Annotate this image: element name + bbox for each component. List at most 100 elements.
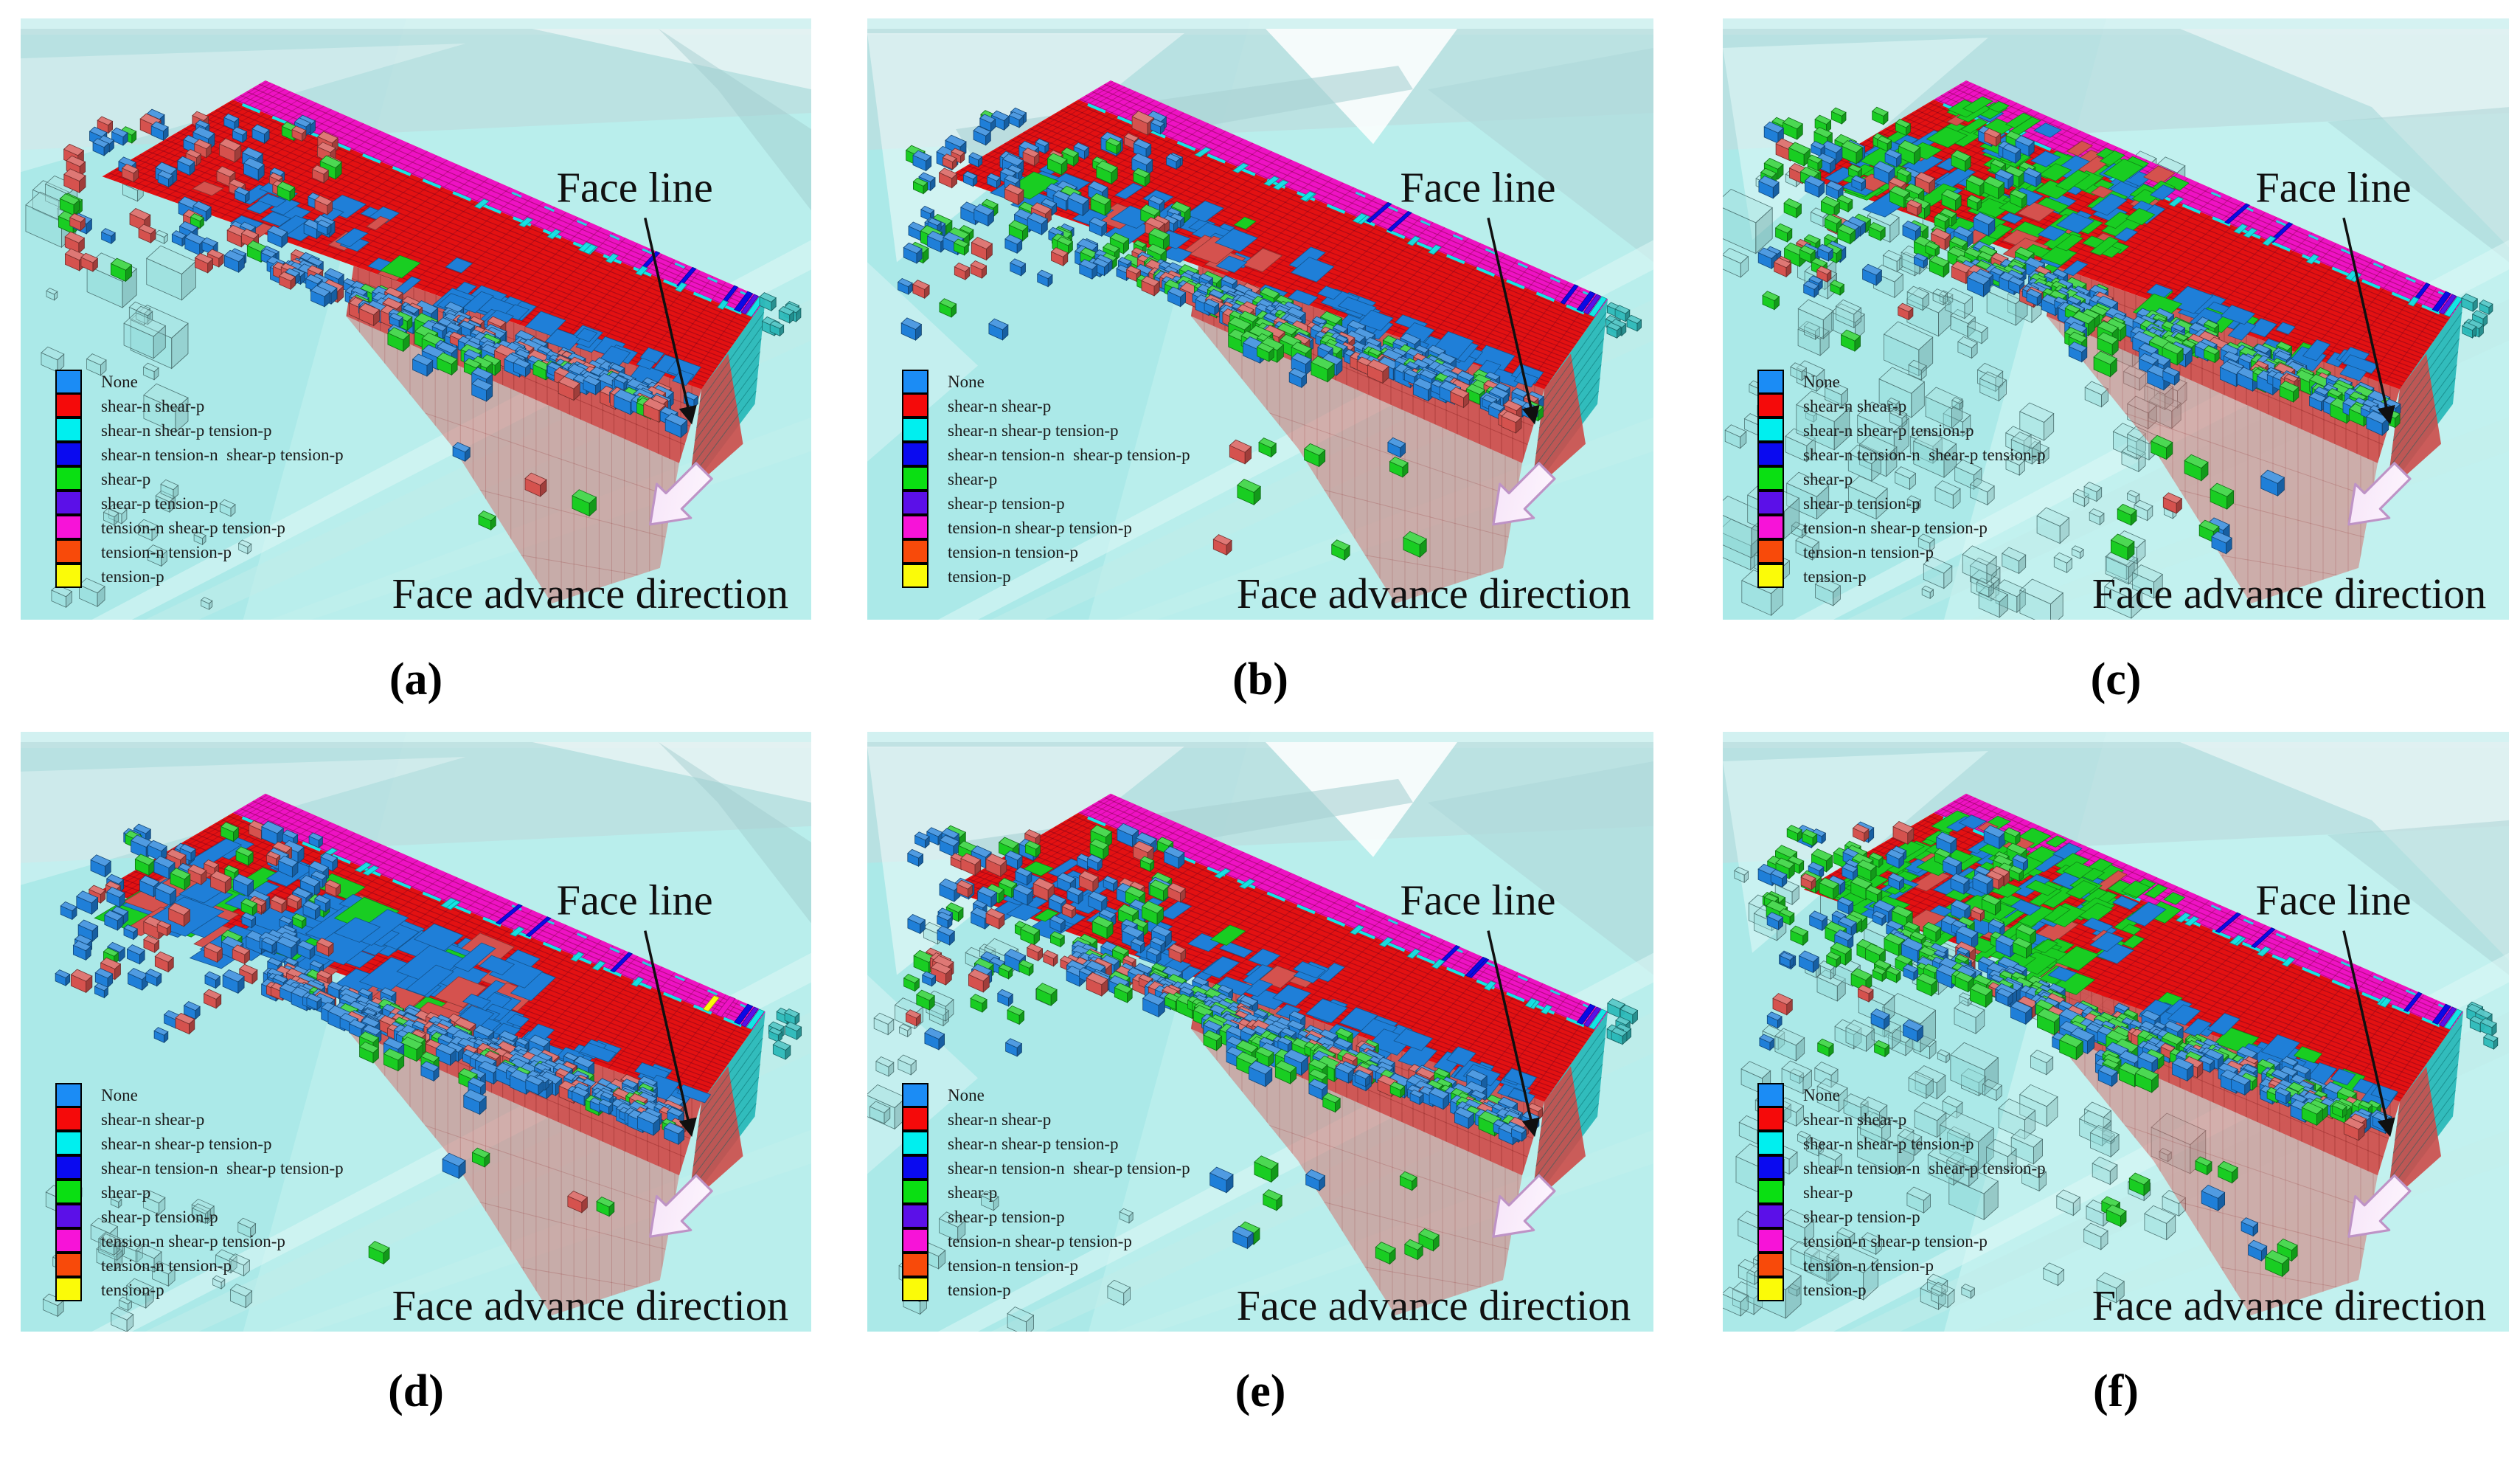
legend-entry-label: None xyxy=(1803,373,1840,391)
legend: None shear-n shear-p shear-n shear-p tensi… xyxy=(902,1083,1190,1302)
legend-entry-label: None xyxy=(101,373,138,391)
legend-swatch-icon xyxy=(1757,442,1784,466)
legend-item: shear-n shear-p tension-p xyxy=(902,1131,1190,1156)
face-line-label: Face line xyxy=(1400,163,1556,211)
model-3d-scene: Face line Face advance direction xyxy=(867,18,1653,620)
legend-item: tension-n shear-p tension-p xyxy=(55,1228,344,1253)
legend: None shear-n shear-p shear-n shear-p tensi… xyxy=(55,1083,344,1302)
legend-swatch-icon xyxy=(55,418,82,442)
legend-swatch-icon xyxy=(1757,370,1784,394)
legend-swatch-icon xyxy=(1757,1155,1784,1180)
annotations: Face line Face advance direction xyxy=(2092,163,2486,617)
failure-state-blocks xyxy=(55,820,802,1265)
annotations: Face line Face advance direction xyxy=(392,163,789,617)
legend-entry-label: tension-n tension-p xyxy=(1803,543,1934,561)
legend-swatch-icon xyxy=(902,418,928,442)
legend-item: None xyxy=(902,370,1190,394)
legend-swatch-icon xyxy=(55,1253,82,1277)
legend-entry-label: shear-p tension-p xyxy=(1803,494,1920,513)
annotations: Face line Face advance direction xyxy=(1237,876,1631,1329)
legend-item: None xyxy=(55,1083,344,1107)
legend-swatch-icon xyxy=(902,466,928,491)
face-advance-arrow-icon xyxy=(2347,1174,2412,1238)
legend-item: tension-n tension-p xyxy=(55,539,344,564)
face-line-label: Face line xyxy=(2256,876,2412,924)
face-advance-arrow-icon xyxy=(1492,1174,1556,1238)
model-3d-scene: Face line Face advance direction xyxy=(21,732,811,1332)
legend-swatch-icon xyxy=(55,1277,82,1301)
legend-swatch-icon xyxy=(1757,1277,1784,1301)
legend-item: shear-p xyxy=(1757,466,2046,491)
legend-item: shear-n shear-p tension-p xyxy=(1757,418,2046,443)
legend-entry-label: shear-p tension-p xyxy=(948,494,1065,513)
legend-item: None xyxy=(902,1083,1190,1107)
legend-swatch-icon xyxy=(1757,1228,1784,1253)
subfigure-label: (d) xyxy=(388,1366,444,1416)
legend-item: None xyxy=(1757,1083,2046,1107)
legend-swatch-icon xyxy=(1757,393,1784,418)
legend-item: tension-n shear-p tension-p xyxy=(1757,515,2046,540)
legend-item: shear-p tension-p xyxy=(55,491,344,516)
legend-swatch-icon xyxy=(55,1204,82,1228)
face-advance-arrow-icon xyxy=(649,462,713,526)
legend-swatch-icon xyxy=(902,370,928,394)
legend-entry-label: shear-p xyxy=(948,470,998,488)
legend-entry-label: shear-n tension-n shear-p tension-p xyxy=(101,1159,344,1177)
legend-item: tension-n tension-p xyxy=(1757,539,2046,564)
subfigure-c: Face line Face advance direction None shea… xyxy=(1723,18,2509,705)
legend-entry-label: shear-p tension-p xyxy=(1803,1208,1920,1226)
legend-item: tension-n shear-p tension-p xyxy=(902,515,1190,540)
legend-entry-label: shear-p tension-p xyxy=(101,1208,218,1226)
legend-item: tension-n shear-p tension-p xyxy=(902,1228,1190,1253)
legend-item: tension-n tension-p xyxy=(902,539,1190,564)
legend: None shear-n shear-p shear-n shear-p tensi… xyxy=(902,370,1190,589)
legend-swatch-icon xyxy=(55,1107,82,1131)
surface-failure-tiles xyxy=(1827,810,2398,1110)
legend-entry-label: tension-p xyxy=(101,1281,164,1299)
legend-item: tension-n tension-p xyxy=(1757,1253,2046,1278)
legend-entry-label: tension-n tension-p xyxy=(948,1256,1078,1275)
legend-swatch-icon xyxy=(1757,466,1784,491)
legend-item: shear-n tension-n shear-p tension-p xyxy=(1757,442,2046,467)
legend-entry-label: shear-n shear-p xyxy=(1803,397,1907,415)
legend-item: tension-n shear-p tension-p xyxy=(55,515,344,540)
model-3d-scene: Face line Face advance direction xyxy=(1723,732,2509,1332)
legend-swatch-icon xyxy=(1757,539,1784,564)
legend-entry-label: shear-n tension-n shear-p tension-p xyxy=(101,446,344,464)
failure-state-blocks xyxy=(1757,820,2499,1278)
legend-item: tension-p xyxy=(55,564,344,589)
legend-swatch-icon xyxy=(55,491,82,515)
legend-entry-label: tension-n tension-p xyxy=(1803,1256,1934,1275)
legend-swatch-icon xyxy=(902,1277,928,1301)
legend-entry-label: shear-n tension-n shear-p tension-p xyxy=(1803,1159,2046,1177)
legend-item: tension-p xyxy=(902,1277,1190,1302)
legend-swatch-icon xyxy=(1757,1204,1784,1228)
model-viewport: Face line Face advance direction None shea… xyxy=(21,732,811,1332)
face-line-label: Face line xyxy=(2256,163,2412,211)
legend-entry-label: shear-n shear-p xyxy=(1803,1110,1907,1129)
face-line-label: Face line xyxy=(557,876,713,924)
legend-entry-label: shear-p xyxy=(101,1183,151,1202)
legend: None shear-n shear-p shear-n shear-p tensi… xyxy=(55,370,344,589)
legend-item: shear-n tension-n shear-p tension-p xyxy=(902,1155,1190,1180)
legend-entry-label: shear-n tension-n shear-p tension-p xyxy=(1803,446,2046,464)
subfigure-label: (c) xyxy=(2090,654,2142,705)
legend-entry-label: shear-n shear-p tension-p xyxy=(101,421,272,440)
annotations: Face line Face advance direction xyxy=(2092,876,2487,1329)
legend-item: shear-p xyxy=(55,466,344,491)
legend-entry-label: tension-n shear-p tension-p xyxy=(948,519,1132,537)
legend-swatch-icon xyxy=(902,1204,928,1228)
failure-state-blocks xyxy=(897,107,1642,561)
legend-swatch-icon xyxy=(902,442,928,466)
legend-entry-label: shear-p xyxy=(101,470,151,488)
legend-swatch-icon xyxy=(902,1107,928,1131)
legend-entry-label: tension-n shear-p tension-p xyxy=(1803,1232,1988,1250)
legend-item: shear-n tension-n shear-p tension-p xyxy=(902,442,1190,467)
legend-item: shear-n shear-p xyxy=(55,393,344,418)
legend-item: shear-n shear-p xyxy=(902,1107,1190,1132)
legend-entry-label: tension-p xyxy=(1803,1281,1867,1299)
failure-state-blocks xyxy=(1757,106,2493,561)
face-advance-direction-label: Face advance direction xyxy=(392,1281,788,1329)
legend-item: tension-p xyxy=(1757,1277,2046,1302)
legend-entry-label: shear-n shear-p tension-p xyxy=(1803,421,1974,440)
